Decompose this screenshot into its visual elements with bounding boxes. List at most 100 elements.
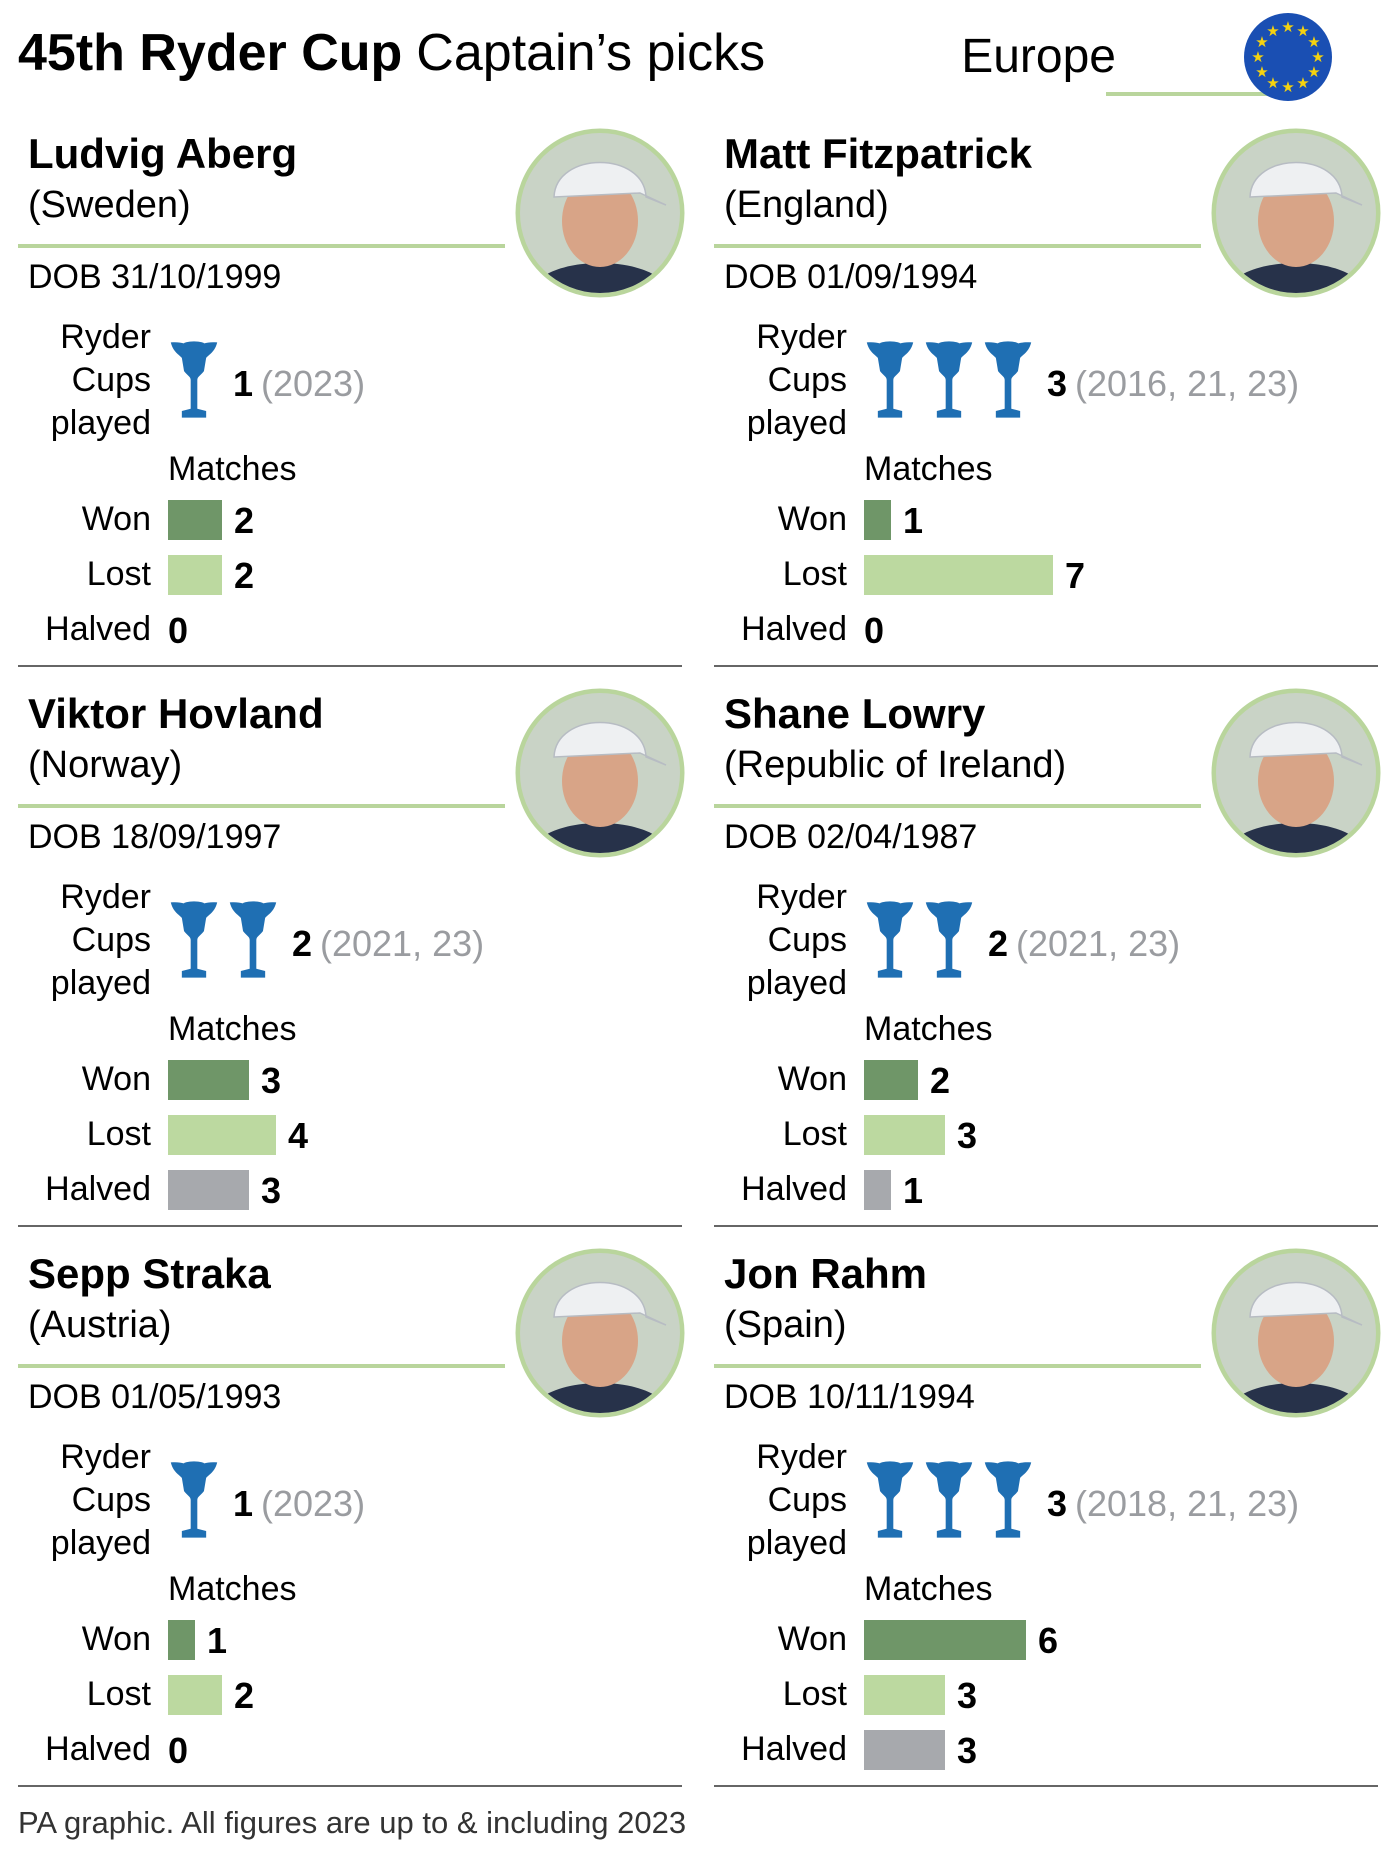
- label-played: played: [747, 964, 847, 1002]
- label-won: Won: [778, 1620, 847, 1658]
- cups-years: (2018, 21, 23): [1075, 1483, 1299, 1524]
- cups-count: 1: [233, 363, 253, 404]
- bar-lost: [864, 1115, 945, 1155]
- player-card: Viktor Hovland (Norway) DOB 18/09/1997 Ryde…: [18, 688, 685, 1227]
- label-played: played: [51, 964, 151, 1002]
- bar-lost: [168, 1115, 276, 1155]
- value-lost: 2: [234, 555, 254, 596]
- bar-lost: [168, 555, 222, 595]
- label-cups: Cups: [72, 361, 151, 399]
- value-won: 2: [930, 1060, 950, 1101]
- bar-won: [168, 1620, 195, 1660]
- team-label: Europe: [961, 30, 1116, 83]
- player-name: Sepp Straka: [28, 1250, 271, 1297]
- label-won: Won: [82, 1060, 151, 1098]
- player-card: Ludvig Aberg (Sweden) DOB 31/10/1999 Ryder C…: [18, 128, 685, 667]
- value-won: 3: [261, 1060, 281, 1101]
- player-dob: DOB 02/04/1987: [724, 818, 977, 856]
- viktor-hovland-portrait: [520, 693, 680, 853]
- cups-years: (2023): [261, 363, 365, 404]
- label-ryder: Ryder: [60, 878, 151, 916]
- label-halved: Halved: [45, 1170, 151, 1208]
- bar-lost: [864, 1675, 945, 1715]
- bar-won: [168, 1060, 249, 1100]
- label-matches: Matches: [168, 1570, 297, 1608]
- ryder-cup-trophy-icon: [925, 1461, 973, 1538]
- cups-count: 1: [233, 1483, 253, 1524]
- label-cups: Cups: [72, 1481, 151, 1519]
- label-ryder: Ryder: [756, 318, 847, 356]
- label-won: Won: [82, 500, 151, 538]
- value-lost: 3: [957, 1675, 977, 1716]
- face-shape: [562, 1295, 638, 1387]
- player-name: Jon Rahm: [724, 1250, 927, 1297]
- flag-star-icon: ★: [1296, 23, 1309, 40]
- value-lost: 7: [1065, 555, 1085, 596]
- value-won: 2: [234, 500, 254, 541]
- label-played: played: [747, 1524, 847, 1562]
- flag-star-icon: ★: [1255, 34, 1268, 51]
- label-lost: Lost: [87, 555, 152, 593]
- label-matches: Matches: [168, 1010, 297, 1048]
- label-halved: Halved: [45, 610, 151, 648]
- ryder-cup-trophy-icon: [866, 341, 914, 418]
- ryder-cup-trophy-icon: [925, 901, 973, 978]
- value-won: 1: [207, 1620, 227, 1661]
- flag-star-icon: ★: [1307, 34, 1320, 51]
- value-halved: 3: [957, 1730, 977, 1771]
- flag-star-icon: ★: [1311, 49, 1324, 66]
- label-lost: Lost: [87, 1115, 152, 1153]
- footer-credit: PA graphic. All figures are up to & incl…: [18, 1805, 686, 1840]
- cap-shape: [1249, 1281, 1363, 1326]
- page-title-light: Captain’s picks: [416, 24, 765, 82]
- eu-flag-icon: ★★★★★★★★★ ★ ★★: [1244, 13, 1332, 101]
- player-country: (Spain): [724, 1304, 847, 1346]
- label-lost: Lost: [783, 555, 848, 593]
- flag-star-icon: ★: [1281, 79, 1294, 96]
- value-lost: 3: [957, 1115, 977, 1156]
- cups-years: (2021, 23): [320, 923, 484, 964]
- player-avatar: [515, 128, 685, 298]
- cap-shape: [553, 161, 667, 206]
- player-dob: DOB 31/10/1999: [28, 258, 281, 296]
- value-halved: 3: [261, 1170, 281, 1211]
- ryder-cup-trophy-icon: [866, 1461, 914, 1538]
- label-cups: Cups: [768, 921, 847, 959]
- jon-rahm-portrait: [1216, 1253, 1376, 1413]
- face-shape: [1258, 1295, 1334, 1387]
- ludvig-aberg-portrait: [520, 133, 680, 293]
- label-lost: Lost: [783, 1675, 848, 1713]
- label-won: Won: [82, 1620, 151, 1658]
- player-country: (Norway): [28, 744, 182, 786]
- label-ryder: Ryder: [60, 1438, 151, 1476]
- cap-shape: [553, 721, 667, 766]
- value-halved: 0: [168, 1730, 188, 1771]
- player-country: (Sweden): [28, 184, 191, 226]
- page-title-bold: 45th Ryder Cup: [18, 24, 402, 82]
- cap-shape: [1249, 721, 1363, 766]
- flag-star-icon: ★: [1281, 19, 1294, 36]
- flag-star-icon: ★: [1266, 75, 1279, 92]
- player-card: Matt Fitzpatrick (England) DOB 01/09/1994 R…: [714, 128, 1381, 667]
- bar-won: [864, 1060, 918, 1100]
- value-halved: 0: [168, 610, 188, 651]
- face-shape: [562, 735, 638, 827]
- bar-halved: [168, 1170, 249, 1210]
- bar-won: [864, 1620, 1026, 1660]
- label-halved: Halved: [741, 1730, 847, 1768]
- ryder-cup-trophy-icon: [229, 901, 277, 978]
- cups-years: (2023): [261, 1483, 365, 1524]
- label-won: Won: [778, 500, 847, 538]
- bar-won: [168, 500, 222, 540]
- player-country: (Republic of Ireland): [724, 744, 1066, 786]
- label-won: Won: [778, 1060, 847, 1098]
- player-dob: DOB 01/05/1993: [28, 1378, 281, 1416]
- bar-halved: [864, 1730, 945, 1770]
- cups-years: (2021, 23): [1016, 923, 1180, 964]
- cups-count: 2: [988, 923, 1008, 964]
- player-avatar: [515, 688, 685, 858]
- bar-lost: [168, 1675, 222, 1715]
- player-dob: DOB 10/11/1994: [724, 1378, 975, 1416]
- label-lost: Lost: [87, 1675, 152, 1713]
- bar-lost: [864, 555, 1053, 595]
